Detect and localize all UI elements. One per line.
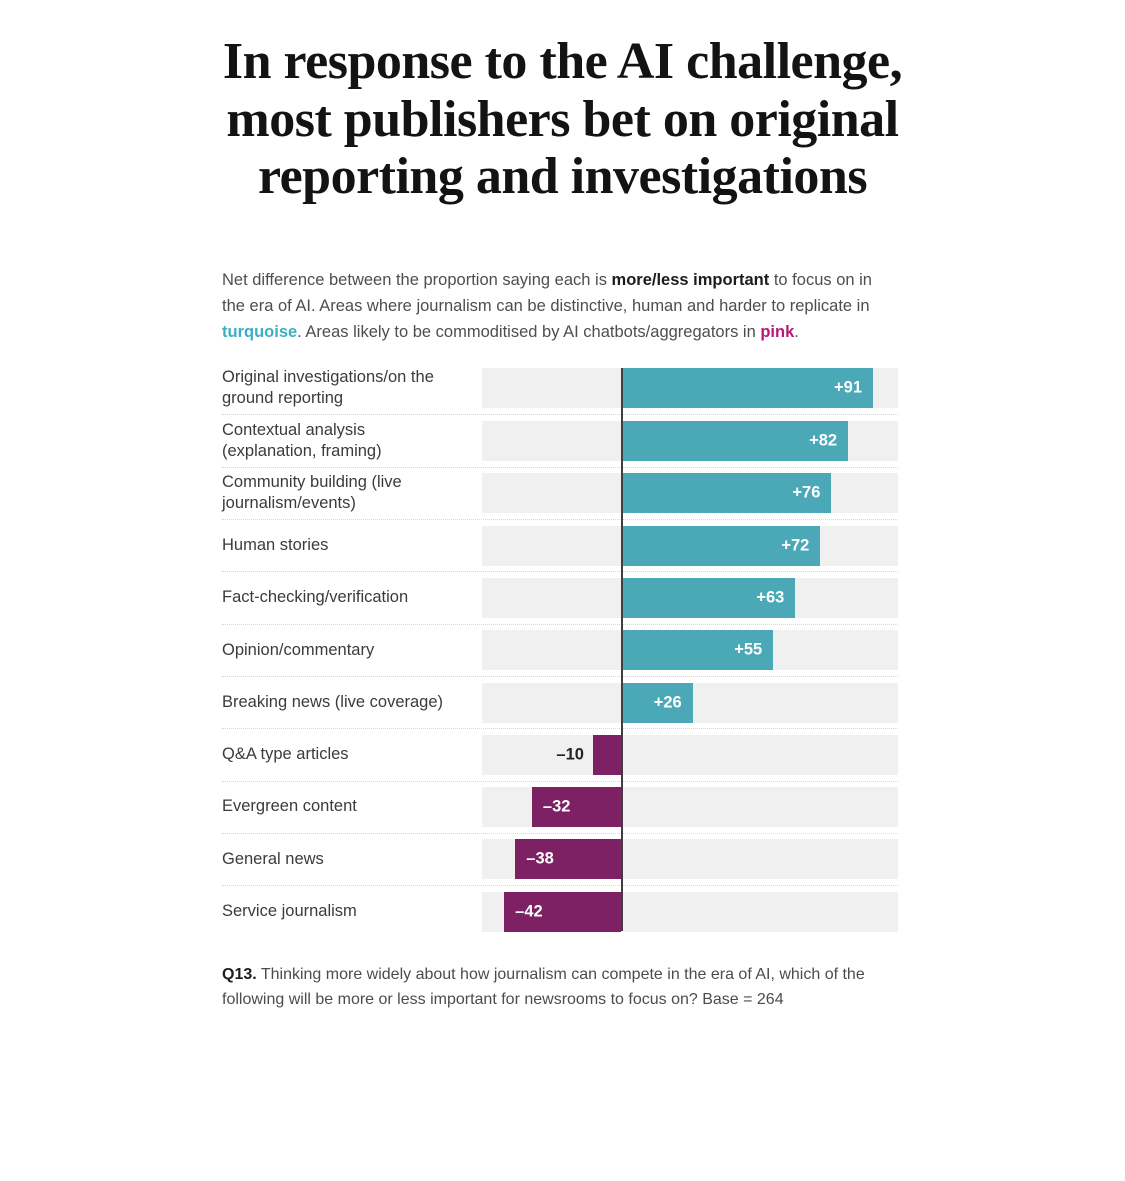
text-segment-turquoise: turquoise bbox=[222, 323, 298, 342]
positive-bar: +26 bbox=[620, 682, 693, 723]
source-note: Q13. Thinking more widely about how jour… bbox=[222, 962, 898, 1012]
positive-bar: +82 bbox=[620, 421, 849, 462]
chart-row: Breaking news (live coverage) +26 bbox=[222, 675, 898, 728]
negative-bar bbox=[592, 734, 621, 775]
chart-row: Fact-checking/verification +63 bbox=[222, 571, 898, 623]
negative-bar: –32 bbox=[531, 787, 621, 828]
chart-row: Community building (live journalism/even… bbox=[222, 466, 898, 519]
bar-track: –38 bbox=[482, 839, 898, 880]
bar-value-label: +91 bbox=[834, 378, 863, 397]
negative-bar: –42 bbox=[504, 891, 621, 932]
chart-row: Contextual analysis (explanation, framin… bbox=[222, 414, 898, 466]
chart-row: Q&A type articles –10 bbox=[222, 728, 898, 780]
page: { "title": "In response to the AI challe… bbox=[0, 33, 1125, 1181]
positive-bar: +63 bbox=[620, 577, 796, 618]
chart-subtitle: Net difference between the proportion sa… bbox=[222, 267, 898, 345]
bar-value-label: –38 bbox=[526, 849, 554, 868]
zero-axis-line bbox=[620, 368, 623, 932]
text-segment-normal: to focus on in the era of AI. Areas wher… bbox=[222, 271, 872, 316]
category-label: Human stories bbox=[222, 535, 329, 554]
bar-chart-rows: Original investigations/on the ground re… bbox=[222, 362, 898, 937]
text-segment-bold: Q13. bbox=[222, 966, 257, 984]
category-label: Community building (live journalism/even… bbox=[222, 472, 402, 513]
bar-value-label: –10 bbox=[556, 745, 584, 764]
positive-bar: +72 bbox=[620, 525, 821, 566]
chart-card: Net difference between the proportion sa… bbox=[222, 267, 898, 1012]
positive-bar: +91 bbox=[620, 368, 874, 409]
bar-value-label: +63 bbox=[756, 588, 785, 607]
bar-track: +82 bbox=[482, 421, 898, 462]
text-segment-normal: . bbox=[794, 323, 799, 342]
bar-track: +72 bbox=[482, 525, 898, 566]
positive-bar: +76 bbox=[620, 473, 832, 514]
category-label: Opinion/commentary bbox=[222, 640, 375, 659]
text-segment-normal: . Areas likely to be commoditised by AI … bbox=[297, 323, 761, 342]
bar-track: +55 bbox=[482, 630, 898, 671]
bar-track: +91 bbox=[482, 368, 898, 409]
bar-track: +63 bbox=[482, 577, 898, 618]
text-segment-normal: Thinking more widely about how journalis… bbox=[222, 966, 865, 1009]
category-label: General news bbox=[222, 849, 324, 868]
text-segment-pink: pink bbox=[760, 323, 795, 342]
chart-title: In response to the AI challenge, most pu… bbox=[222, 33, 903, 206]
category-label: Contextual analysis (explanation, framin… bbox=[222, 420, 382, 461]
category-label: Evergreen content bbox=[222, 797, 357, 816]
bar-track: –10 bbox=[482, 734, 898, 775]
bar-value-label: +76 bbox=[792, 483, 821, 502]
category-label: Service journalism bbox=[222, 902, 357, 921]
bar-value-label: –32 bbox=[542, 797, 571, 816]
chart-row: Original investigations/on the ground re… bbox=[222, 362, 898, 414]
bar-track: –42 bbox=[482, 891, 898, 932]
bar-value-label: +82 bbox=[809, 431, 838, 450]
text-segment-bold: more/less important bbox=[611, 271, 770, 290]
bar-track: +26 bbox=[482, 682, 898, 723]
category-label: Fact-checking/verification bbox=[222, 588, 409, 607]
bar-value-label: –42 bbox=[515, 902, 543, 921]
chart-row: General news –38 bbox=[222, 832, 898, 885]
bar-track: +76 bbox=[482, 473, 898, 514]
chart-row: Service journalism –42 bbox=[222, 885, 898, 937]
category-label: Q&A type articles bbox=[222, 745, 349, 764]
bar-track: –32 bbox=[482, 787, 898, 828]
chart-row: Opinion/commentary +55 bbox=[222, 623, 898, 676]
chart-row: Evergreen content –32 bbox=[222, 780, 898, 833]
bar-chart: Original investigations/on the ground re… bbox=[222, 362, 898, 937]
category-label: Breaking news (live coverage) bbox=[222, 692, 444, 711]
positive-bar: +55 bbox=[620, 630, 774, 671]
text-segment-normal: Net difference between the proportion sa… bbox=[222, 271, 612, 290]
bar-value-label: +26 bbox=[653, 693, 682, 712]
bar-value-label: +55 bbox=[734, 640, 763, 659]
bar-value-label: +72 bbox=[781, 536, 810, 555]
negative-bar: –38 bbox=[515, 839, 621, 880]
category-label: Original investigations/on the ground re… bbox=[222, 367, 434, 408]
chart-row: Human stories +72 bbox=[222, 519, 898, 571]
